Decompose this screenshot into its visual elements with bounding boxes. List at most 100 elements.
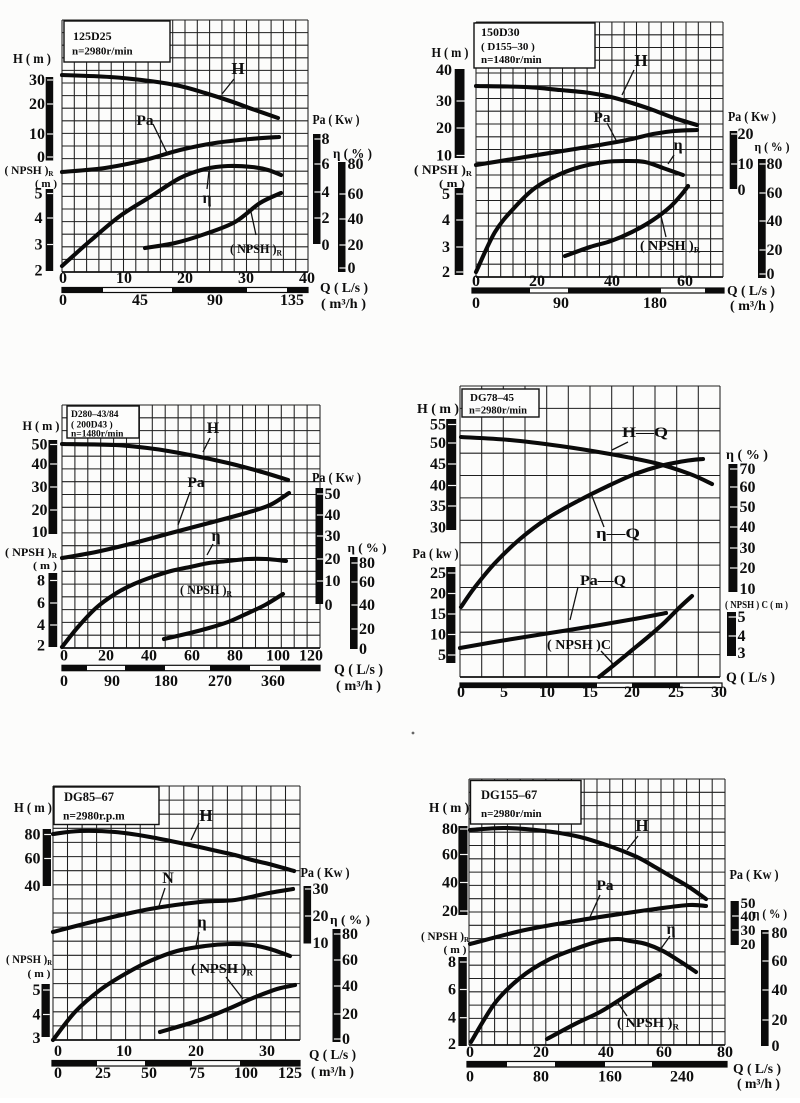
svg-text:η ( % ): η ( % ) — [755, 139, 790, 154]
svg-text:3: 3 — [738, 645, 746, 662]
svg-text:30: 30 — [29, 72, 45, 89]
svg-text:0: 0 — [472, 273, 480, 290]
svg-text:0: 0 — [738, 182, 746, 199]
svg-text:6: 6 — [37, 595, 45, 612]
svg-text:η ( % ): η ( % ) — [333, 146, 372, 161]
svg-text:20: 20 — [442, 903, 458, 920]
svg-text:60: 60 — [348, 186, 364, 203]
svg-text:( m³/h ): ( m³/h ) — [336, 678, 381, 693]
svg-text:5: 5 — [738, 609, 746, 626]
svg-text:60: 60 — [677, 273, 693, 290]
svg-text:20: 20 — [32, 502, 48, 519]
svg-text:5: 5 — [442, 186, 450, 203]
svg-text:135: 135 — [280, 292, 304, 309]
svg-text:4: 4 — [448, 1010, 456, 1027]
svg-text:80: 80 — [442, 821, 458, 838]
svg-text:n=2980r.p.m: n=2980r.p.m — [63, 811, 125, 823]
svg-text:( D155–30 ): ( D155–30 ) — [481, 41, 535, 53]
svg-text:η—Q: η—Q — [596, 526, 640, 542]
svg-text:DG78–45: DG78–45 — [470, 392, 515, 404]
svg-text:50: 50 — [325, 486, 341, 503]
svg-text:60: 60 — [772, 953, 788, 970]
svg-text:50: 50 — [741, 896, 756, 912]
svg-text:20: 20 — [772, 1012, 788, 1029]
svg-text:3: 3 — [442, 239, 450, 256]
svg-text:55: 55 — [430, 417, 446, 434]
svg-text:DG155–67: DG155–67 — [481, 788, 537, 802]
svg-text:n=2980r/min: n=2980r/min — [481, 808, 542, 820]
svg-text:40: 40 — [436, 62, 452, 79]
svg-text:Q ( L/s ): Q ( L/s ) — [727, 284, 775, 299]
svg-text:90: 90 — [553, 295, 569, 312]
svg-text:n=1480r/min: n=1480r/min — [481, 54, 542, 66]
svg-text:H ( m ): H ( m ) — [432, 46, 469, 61]
svg-text:120: 120 — [299, 648, 323, 665]
svg-text:0: 0 — [60, 673, 68, 690]
svg-text:60: 60 — [740, 479, 756, 496]
svg-text:30: 30 — [313, 881, 329, 898]
svg-text:6: 6 — [322, 156, 330, 173]
svg-text:H: H — [207, 420, 220, 437]
svg-text:20: 20 — [359, 621, 375, 638]
svg-text:20: 20 — [740, 560, 756, 577]
svg-text:0: 0 — [54, 1065, 62, 1082]
svg-text:20: 20 — [342, 1006, 358, 1023]
svg-text:H ( m ): H ( m ) — [13, 52, 51, 67]
svg-text:( m³/h ): ( m³/h ) — [311, 1064, 354, 1079]
svg-text:40: 40 — [741, 909, 756, 925]
svg-text:40: 40 — [359, 597, 375, 614]
svg-text:( NPSH )R: ( NPSH )R — [5, 547, 58, 560]
svg-text:80: 80 — [767, 156, 783, 173]
svg-text:2: 2 — [442, 264, 450, 281]
svg-text:40: 40 — [25, 878, 41, 895]
svg-text:4: 4 — [442, 212, 450, 229]
svg-text:160: 160 — [598, 1069, 622, 1086]
svg-text:η: η — [211, 528, 220, 545]
svg-text:0: 0 — [767, 266, 775, 283]
svg-text:DG85–67: DG85–67 — [64, 790, 114, 804]
svg-text:125: 125 — [278, 1065, 302, 1082]
svg-text:80: 80 — [227, 648, 243, 665]
svg-text:30: 30 — [711, 684, 727, 701]
svg-text:270: 270 — [208, 673, 232, 690]
svg-text:η ( % ): η ( % ) — [348, 540, 387, 555]
svg-text:60: 60 — [442, 847, 458, 864]
svg-text:Q ( L/s ): Q ( L/s ) — [334, 662, 383, 678]
svg-text:100: 100 — [266, 648, 290, 665]
svg-text:2: 2 — [448, 1036, 456, 1053]
svg-text:40: 40 — [772, 982, 788, 999]
svg-text:90: 90 — [207, 292, 223, 309]
svg-text:20: 20 — [738, 126, 754, 143]
svg-text:8: 8 — [37, 573, 45, 590]
svg-text:0: 0 — [60, 648, 68, 665]
svg-text:n=1480r/min: n=1480r/min — [71, 430, 124, 440]
svg-text:40: 40 — [767, 213, 783, 230]
svg-text:6: 6 — [448, 982, 456, 999]
svg-text:125D25: 125D25 — [73, 29, 112, 43]
svg-text:8: 8 — [322, 131, 330, 148]
svg-text:80: 80 — [772, 925, 788, 942]
svg-text:0: 0 — [457, 684, 465, 701]
svg-text:50: 50 — [32, 437, 48, 454]
svg-text:30: 30 — [238, 270, 254, 287]
svg-text:( NPSH )R: ( NPSH )R — [6, 954, 53, 967]
svg-text:80: 80 — [342, 926, 358, 943]
svg-text:20: 20 — [325, 551, 341, 568]
svg-text:40: 40 — [141, 648, 157, 665]
svg-text:0: 0 — [466, 1044, 474, 1061]
svg-text:η: η — [197, 914, 206, 931]
svg-text:60: 60 — [25, 851, 41, 868]
svg-text:( NPSH )R: ( NPSH )R — [191, 962, 254, 978]
svg-text:Pa ( Kw ): Pa ( Kw ) — [313, 112, 360, 127]
svg-text:30: 30 — [325, 528, 341, 545]
svg-text:40: 40 — [604, 273, 620, 290]
svg-text:η: η — [202, 190, 211, 207]
svg-text:n=2980r/min: n=2980r/min — [469, 406, 527, 417]
svg-text:3: 3 — [35, 237, 43, 254]
svg-text:25: 25 — [95, 1065, 111, 1082]
svg-text:n=2980r/min: n=2980r/min — [72, 46, 133, 58]
svg-text:25: 25 — [430, 565, 446, 582]
svg-text:Pa ( Kw ): Pa ( Kw ) — [301, 865, 350, 880]
svg-text:( NPSH )R: ( NPSH )R — [617, 1016, 680, 1032]
svg-text:N: N — [162, 870, 174, 887]
